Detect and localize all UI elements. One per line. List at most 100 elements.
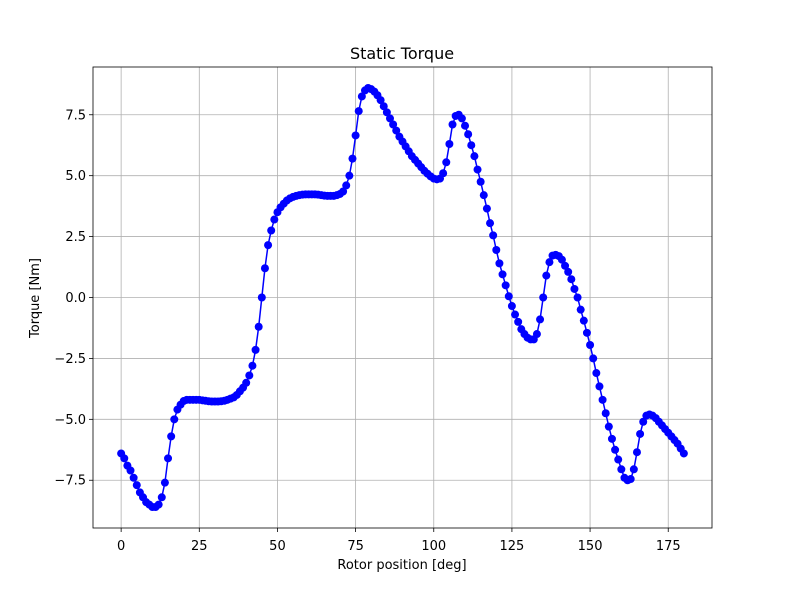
data-point bbox=[582, 328, 591, 337]
data-point bbox=[448, 120, 457, 129]
data-point bbox=[489, 231, 498, 240]
x-tick-label: 50 bbox=[269, 539, 286, 554]
data-point bbox=[511, 310, 520, 319]
data-point bbox=[376, 96, 385, 105]
data-point bbox=[492, 245, 501, 254]
data-point bbox=[542, 271, 551, 280]
data-point bbox=[120, 454, 129, 463]
data-point bbox=[479, 191, 488, 200]
data-point bbox=[457, 114, 466, 123]
data-point bbox=[164, 454, 173, 463]
data-point bbox=[614, 455, 623, 464]
data-point bbox=[629, 465, 638, 474]
y-tick-label: 0.0 bbox=[65, 291, 86, 306]
data-point bbox=[245, 371, 254, 380]
data-point bbox=[445, 139, 454, 148]
data-point bbox=[589, 354, 598, 363]
y-tick-label: 2.5 bbox=[65, 230, 86, 245]
data-point bbox=[160, 478, 169, 487]
data-point bbox=[536, 315, 545, 324]
data-point bbox=[486, 219, 495, 228]
data-point bbox=[476, 177, 485, 186]
x-tick-label: 25 bbox=[191, 539, 208, 554]
data-point bbox=[604, 422, 613, 431]
data-point bbox=[570, 284, 579, 293]
data-point bbox=[132, 481, 141, 490]
data-point bbox=[251, 345, 260, 354]
data-point bbox=[617, 465, 626, 474]
data-point bbox=[354, 107, 363, 116]
data-point bbox=[573, 293, 582, 302]
data-point bbox=[382, 108, 391, 117]
data-point bbox=[170, 415, 179, 424]
data-point bbox=[154, 500, 163, 509]
data-point bbox=[601, 409, 610, 418]
data-point bbox=[564, 267, 573, 276]
x-tick-label: 0 bbox=[117, 539, 125, 554]
data-point bbox=[501, 281, 510, 290]
data-point bbox=[557, 255, 566, 264]
data-point bbox=[514, 317, 523, 326]
data-point bbox=[467, 141, 476, 150]
data-point bbox=[260, 264, 269, 273]
data-point bbox=[539, 293, 548, 302]
x-tick-label: 100 bbox=[421, 539, 446, 554]
y-tick-label: −2.5 bbox=[54, 352, 86, 367]
y-tick-label: −5.0 bbox=[54, 413, 86, 428]
plot-frame bbox=[92, 66, 713, 529]
data-point bbox=[576, 305, 585, 314]
data-point bbox=[504, 292, 513, 301]
data-point bbox=[379, 102, 388, 111]
data-point bbox=[586, 341, 595, 350]
data-point bbox=[442, 158, 451, 167]
data-point bbox=[167, 432, 176, 441]
data-point bbox=[157, 493, 166, 502]
data-point bbox=[385, 114, 394, 123]
data-point bbox=[351, 131, 360, 140]
data-point bbox=[532, 330, 541, 339]
data-point bbox=[392, 126, 401, 135]
data-point bbox=[345, 171, 354, 180]
x-tick-label: 125 bbox=[500, 539, 525, 554]
x-tick-label: 75 bbox=[347, 539, 364, 554]
chart-title: Static Torque bbox=[350, 44, 454, 63]
y-tick-label: 5.0 bbox=[65, 169, 86, 184]
x-tick-label: 175 bbox=[656, 539, 681, 554]
data-point bbox=[498, 270, 507, 279]
data-point bbox=[248, 361, 257, 370]
data-point bbox=[482, 204, 491, 213]
data-point bbox=[595, 382, 604, 391]
data-point bbox=[636, 429, 645, 438]
data-point bbox=[607, 434, 616, 443]
data-point bbox=[254, 322, 263, 331]
data-point bbox=[257, 293, 266, 302]
data-point bbox=[470, 152, 479, 161]
data-point bbox=[639, 417, 648, 426]
data-point bbox=[342, 181, 351, 190]
data-point bbox=[611, 445, 620, 454]
data-point bbox=[464, 130, 473, 139]
data-point bbox=[495, 259, 504, 268]
data-point bbox=[626, 475, 635, 484]
data-point bbox=[264, 241, 273, 250]
data-point bbox=[561, 261, 570, 270]
data-point bbox=[270, 215, 279, 224]
data-point bbox=[129, 473, 138, 482]
data-point bbox=[389, 120, 398, 129]
data-point bbox=[439, 169, 448, 178]
data-point bbox=[679, 449, 688, 458]
data-point bbox=[579, 316, 588, 325]
data-point bbox=[126, 466, 135, 475]
data-point bbox=[567, 275, 576, 284]
x-tick-label: 150 bbox=[578, 539, 603, 554]
y-tick-label: 7.5 bbox=[65, 108, 86, 123]
data-point bbox=[507, 302, 516, 311]
data-point bbox=[339, 187, 348, 196]
data-point bbox=[632, 448, 641, 457]
y-tick-label: −7.5 bbox=[54, 474, 86, 489]
x-axis-label: Rotor position [deg] bbox=[337, 558, 466, 573]
y-axis-label: Torque [Nm] bbox=[28, 258, 43, 339]
data-point bbox=[357, 92, 366, 101]
data-point bbox=[461, 121, 470, 130]
